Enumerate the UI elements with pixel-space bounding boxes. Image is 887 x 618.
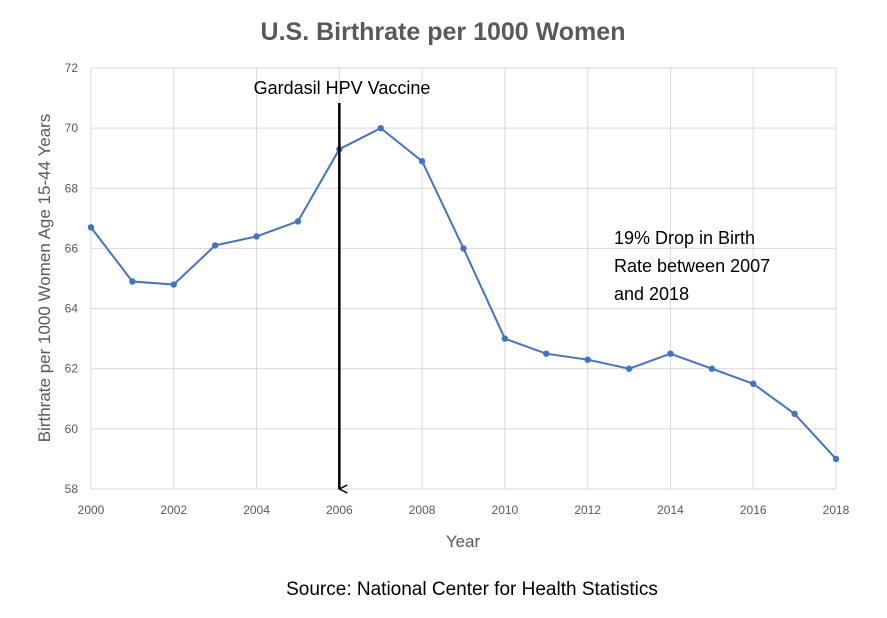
source-note: Source: National Center for Health Stati…: [286, 579, 658, 600]
y-tick-labels: 58 60 62 64 66 68 70 72: [65, 61, 79, 496]
series-line: [90, 126, 837, 460]
data-point: [170, 281, 177, 288]
data-point: [377, 124, 384, 132]
y-tick-label: 62: [65, 362, 79, 376]
annotation-drop-line-1: 19% Drop in Birth: [614, 228, 755, 248]
y-tick-label: 72: [65, 61, 79, 75]
data-point: [750, 380, 757, 387]
data-point: [832, 455, 840, 463]
annotation-drop-line-3: and 2018: [614, 284, 689, 304]
series-layer: [87, 124, 840, 463]
annotation-gardasil: Gardasil HPV Vaccine: [254, 78, 431, 98]
data-point: [294, 218, 302, 225]
data-point: [460, 245, 467, 252]
data-point: [253, 233, 260, 240]
x-tick-label: 2018: [823, 503, 850, 517]
x-tick-label: 2008: [409, 503, 436, 517]
x-axis-label: Year: [446, 532, 481, 551]
annotation-drop: 19% Drop in Birth Rate between 2007 and …: [614, 228, 775, 304]
data-point: [625, 365, 633, 372]
y-tick-label: 64: [65, 302, 79, 316]
x-tick-labels: 2000 2002 2004 2006 2008 2010 2012 2014 2016 2018: [78, 503, 850, 517]
data-point: [129, 278, 136, 285]
data-point: [791, 410, 798, 418]
data-point: [584, 356, 591, 363]
data-point: [418, 158, 426, 165]
y-tick-label: 70: [65, 121, 79, 135]
grid-lines: [90, 67, 837, 490]
chart-title: U.S. Birthrate per 1000 Women: [261, 18, 626, 46]
x-tick-label: 2004: [243, 503, 270, 517]
x-tick-label: 2006: [326, 503, 353, 517]
x-tick-label: 2010: [492, 503, 519, 517]
x-tick-label: 2014: [657, 503, 684, 517]
data-point: [708, 365, 716, 372]
data-point: [87, 224, 95, 231]
y-tick-label: 68: [65, 181, 79, 195]
x-tick-label: 2012: [574, 503, 601, 517]
data-point: [543, 350, 550, 357]
x-tick-label: 2016: [740, 503, 767, 517]
y-tick-label: 58: [65, 482, 79, 496]
y-tick-label: 66: [65, 241, 79, 255]
data-point: [211, 242, 219, 249]
x-tick-label: 2000: [78, 503, 105, 517]
y-tick-label: 60: [65, 422, 79, 436]
data-point: [667, 350, 674, 357]
y-axis-label: Birthrate per 1000 Women Age 15-44 Years: [35, 114, 54, 443]
data-point: [501, 335, 509, 342]
annotation-arrow-group: Gardasil HPV Vaccine: [254, 78, 431, 489]
x-tick-label: 2002: [160, 503, 187, 517]
annotation-drop-line-2: Rate between 2007: [614, 256, 770, 276]
